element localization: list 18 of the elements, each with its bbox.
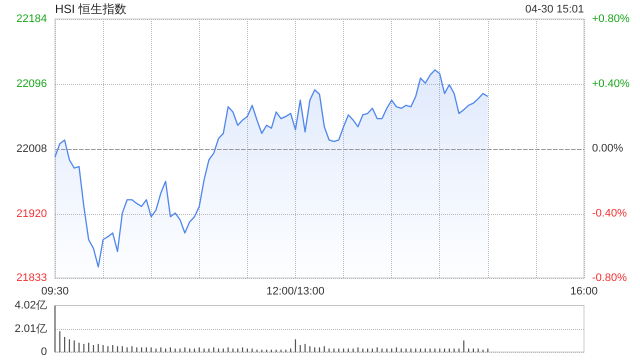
y-tick-label: 22096: [16, 78, 47, 90]
y-tick-label: 22008: [16, 142, 47, 155]
x-tick-label: 16:00: [570, 286, 598, 298]
y2-tick-label: +0.40%: [592, 78, 630, 90]
x-tick-label: 12:00/13:00: [266, 286, 325, 298]
y-tick-label: 21920: [16, 208, 47, 220]
y-tick-label: 21833: [16, 272, 47, 284]
y-tick-label: 0: [40, 346, 47, 358]
y2-tick-label: -0.80%: [592, 272, 628, 284]
chart-title: HSI 恒生指数: [55, 2, 126, 16]
text: 04-30 15:01: [525, 4, 584, 16]
y-tick-label: 22184: [16, 13, 47, 25]
y-tick-label: 4.02亿: [14, 300, 47, 312]
y2-tick-label: +0.80%: [592, 13, 630, 25]
y2-tick-label: 0.00%: [592, 142, 624, 154]
y-tick-label: 2.01亿: [14, 322, 47, 335]
x-tick-label: 09:30: [41, 286, 69, 298]
y2-tick-label: -0.40%: [592, 207, 628, 220]
